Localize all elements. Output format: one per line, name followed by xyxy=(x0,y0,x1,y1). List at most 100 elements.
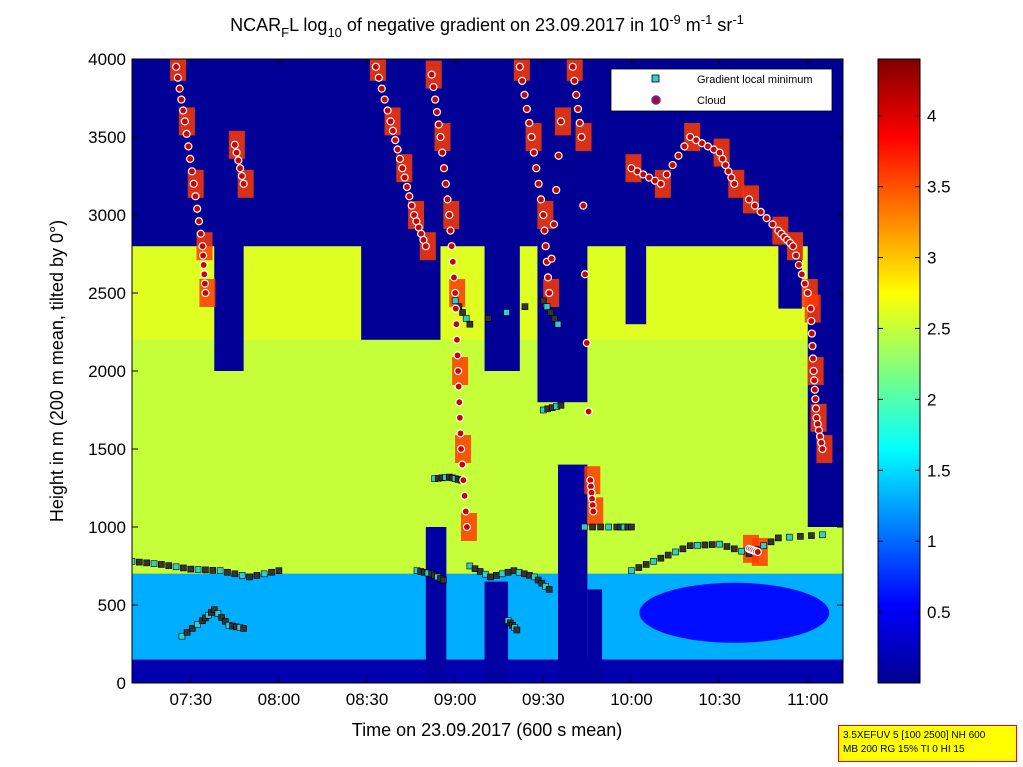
cloud-marker xyxy=(543,273,553,282)
cloud-marker xyxy=(656,179,665,188)
gradient-minimum-marker xyxy=(150,560,158,567)
gradient-minimum-marker xyxy=(268,568,275,576)
cloud-marker xyxy=(199,260,208,270)
gradient-minimum-marker xyxy=(275,567,283,574)
gradient-minimum-marker xyxy=(628,567,635,574)
gradient-minimum-marker xyxy=(540,297,547,305)
cloud-marker xyxy=(668,160,677,170)
heatmap-area xyxy=(132,59,843,683)
gradient-minimum-marker xyxy=(679,545,687,553)
cloud-marker xyxy=(744,195,754,204)
cloud-marker xyxy=(393,145,402,154)
colorbar-tick-label: 3 xyxy=(927,249,936,268)
gradient-minimum-marker xyxy=(543,303,551,310)
cloud-marker xyxy=(175,84,184,93)
gradient-minimum-marker xyxy=(210,606,218,613)
cloud-marker xyxy=(429,82,438,92)
gradient-minimum-marker xyxy=(180,564,187,572)
cloud-marker xyxy=(452,335,462,344)
cloud-marker xyxy=(186,154,195,163)
cloud-marker xyxy=(447,242,456,251)
cloud-marker xyxy=(529,148,539,157)
chart-title: NCARFL log10 of negative gradient on 23.… xyxy=(230,12,744,40)
colorbar-tick-label: 4 xyxy=(927,107,936,126)
cloud-marker xyxy=(434,120,443,129)
cloud-marker xyxy=(402,182,412,192)
cloud-marker xyxy=(431,95,440,104)
gradient-minimum-marker xyxy=(188,625,196,632)
x-axis-label: Time on 23.09.2017 (600 s mean) xyxy=(352,720,623,740)
cloud-marker xyxy=(193,204,202,213)
cloud-marker xyxy=(547,254,556,263)
cloud-marker xyxy=(380,95,389,104)
legend-label-cloud: Cloud xyxy=(697,95,726,107)
cloud-marker xyxy=(454,382,463,391)
gradient-minimum-marker xyxy=(819,531,826,539)
gradient-minimum-marker xyxy=(209,566,217,574)
y-tick-label: 4000 xyxy=(88,50,126,69)
cloud-marker xyxy=(541,242,550,251)
x-tick-label: 07:30 xyxy=(169,690,212,709)
gradient-minimum-marker xyxy=(187,565,195,573)
cloud-marker xyxy=(451,288,460,298)
cloud-marker xyxy=(762,214,771,223)
legend-marker-cloud xyxy=(651,95,661,105)
cloud-marker xyxy=(456,429,465,438)
cloud-marker xyxy=(201,288,210,298)
cloud-marker xyxy=(579,201,588,210)
gradient-minimum-marker xyxy=(557,402,565,409)
y-tick-label: 2000 xyxy=(88,362,126,381)
info-box: 3.5XEFUV 5 [100 2500] NH 600 MB 200 RG 1… xyxy=(838,725,1017,762)
cloud-marker xyxy=(462,522,472,532)
gradient-minimum-marker xyxy=(642,561,650,568)
cloud-marker xyxy=(461,507,470,516)
gradient-minimum-marker xyxy=(231,570,239,578)
y-tick-label: 500 xyxy=(98,596,126,615)
gradient-minimum-marker xyxy=(143,559,150,567)
cloud-marker xyxy=(584,407,593,416)
gradient-minimum-marker xyxy=(786,533,793,541)
cloud-marker xyxy=(768,220,777,229)
gradient-minimum-marker xyxy=(716,540,723,548)
cloud-marker xyxy=(187,167,197,176)
x-tick-label: 10:30 xyxy=(698,690,741,709)
gradient-minimum-marker xyxy=(797,533,804,540)
cloud-marker xyxy=(809,366,818,376)
y-tick-label: 3000 xyxy=(88,206,126,225)
cloud-marker xyxy=(391,136,400,145)
cloud-marker xyxy=(194,217,204,226)
colorbar-ticks: 0.5 1 1.5 2 2.5 3 3.5 4 xyxy=(878,107,951,622)
gradient-minimum-marker xyxy=(484,315,492,322)
y-axis: 0 500 1000 1500 2000 2500 3000 3500 4000 xyxy=(88,50,843,693)
gradient-minimum-marker xyxy=(260,570,268,578)
legend-box xyxy=(610,68,833,112)
cloud-marker xyxy=(443,195,452,204)
gradient-minimum-marker xyxy=(581,523,588,531)
gradient-minimum-marker xyxy=(708,541,716,548)
x-tick-label: 11:00 xyxy=(787,690,828,709)
legend-marker-gradient xyxy=(651,74,660,83)
gradient-minimum-marker xyxy=(504,568,512,576)
cloud-marker xyxy=(438,148,447,157)
cloud-marker xyxy=(520,90,529,99)
x-tick-label: 09:00 xyxy=(434,690,477,709)
legend-label-gradient: Gradient local minimum xyxy=(697,74,813,86)
cloud-marker xyxy=(454,366,463,376)
cloud-marker xyxy=(730,179,739,188)
cloud-marker xyxy=(539,210,548,220)
cloud-marker xyxy=(177,95,186,104)
y-axis-label: Height in m (200 m mean, tilted by 0°) xyxy=(47,220,67,522)
heatmap-gap xyxy=(625,59,647,325)
cloud-marker xyxy=(171,62,181,71)
cloud-marker xyxy=(522,104,531,114)
cloud-marker xyxy=(556,117,566,126)
cloud-marker xyxy=(810,376,819,385)
cloud-marker xyxy=(534,179,543,188)
gradient-minimum-marker xyxy=(657,554,665,562)
cloud-marker xyxy=(811,394,820,404)
gradient-minimum-marker xyxy=(487,573,494,581)
gradient-minimum-marker xyxy=(132,558,136,565)
cloud-marker xyxy=(446,226,455,235)
